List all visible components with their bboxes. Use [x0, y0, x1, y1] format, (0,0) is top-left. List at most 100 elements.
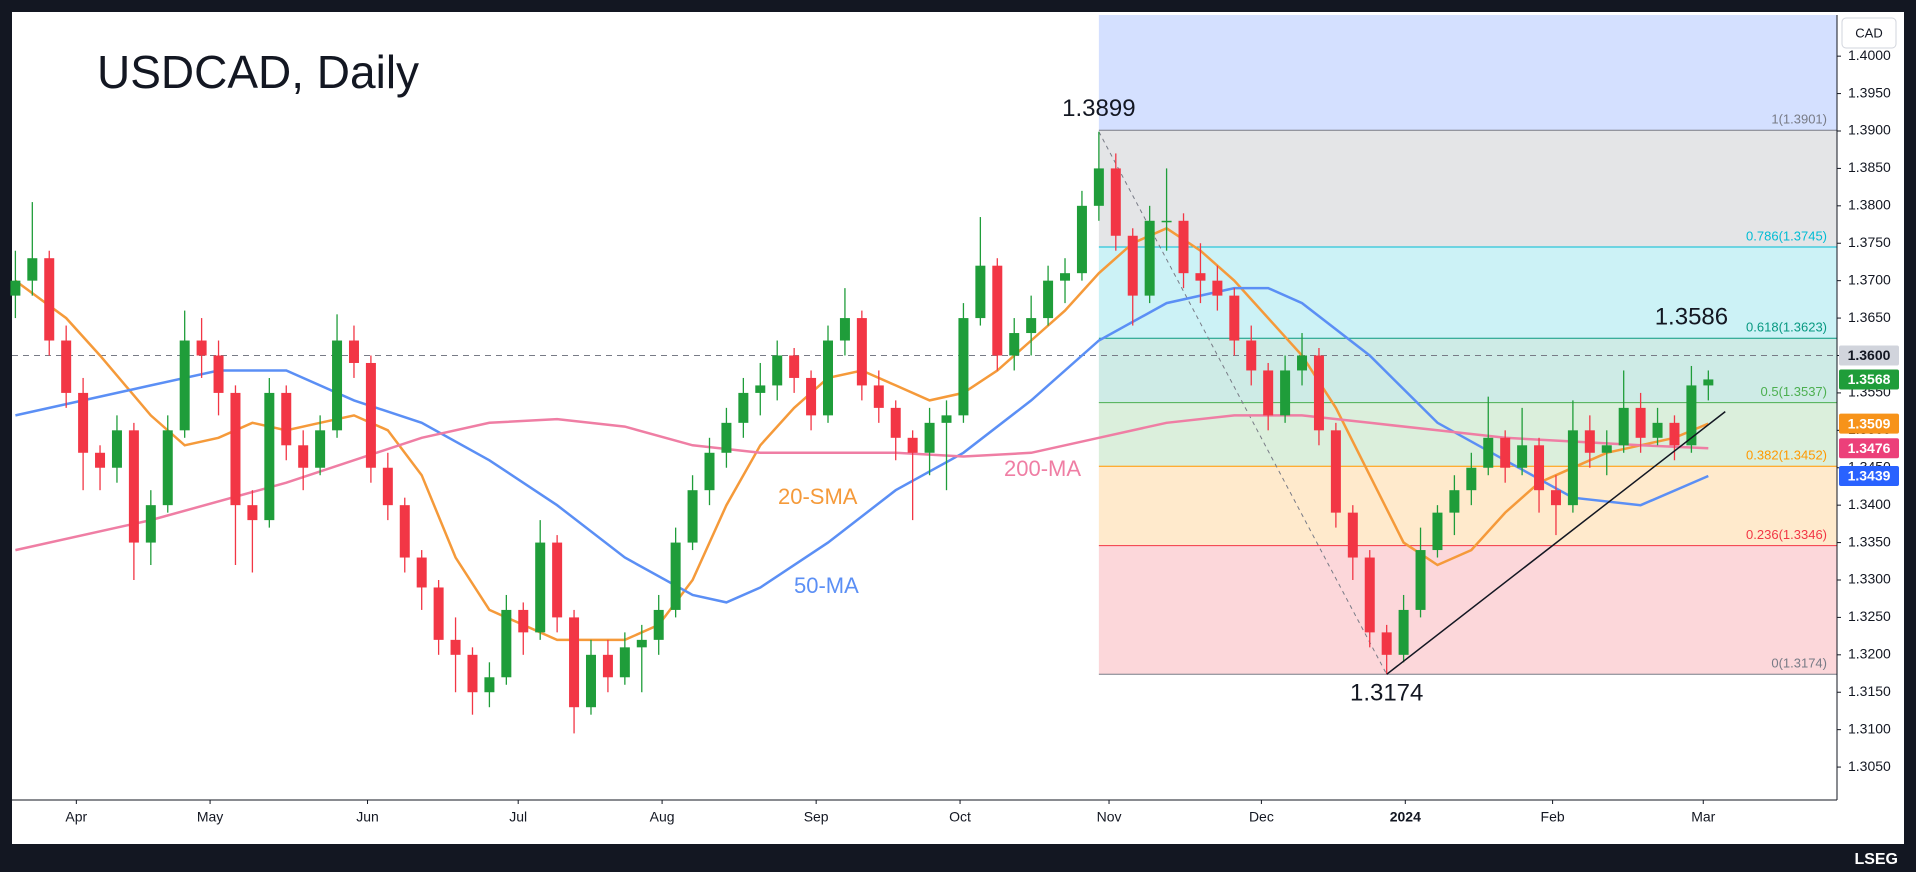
candle-body [1161, 220, 1172, 223]
x-tick-label: Feb [1541, 809, 1565, 825]
y-tick-label: 1.3750 [1848, 234, 1891, 250]
moving-average [15, 414, 1709, 552]
x-tick-label: Jun [356, 809, 379, 825]
candle-body [873, 385, 884, 408]
annotation: 1.3899 [1062, 95, 1135, 122]
fib-label: 0.236(1.3346) [1746, 527, 1827, 542]
candle-body [264, 392, 275, 521]
candle-body [552, 542, 563, 618]
candle-body [315, 430, 326, 468]
candle-body [1330, 430, 1341, 513]
candle-body [704, 452, 715, 491]
price-tag-label: 1.3600 [1848, 347, 1891, 363]
candle-body [10, 280, 21, 296]
candle-body [298, 445, 309, 468]
candle-body [1110, 168, 1121, 236]
candle-body [653, 609, 664, 640]
candle-body [1449, 490, 1460, 513]
candle-body [1043, 280, 1054, 319]
y-tick-label: 1.3250 [1848, 608, 1891, 624]
candle-body [958, 318, 969, 416]
candle-body [1517, 445, 1528, 468]
candle-body [975, 265, 986, 319]
y-tick-label: 1.3700 [1848, 271, 1891, 287]
x-tick-label: Oct [949, 809, 971, 825]
candle-body [1347, 512, 1358, 558]
candle-body [348, 340, 359, 363]
candle-body [1567, 430, 1578, 506]
candle-body [111, 430, 122, 468]
candle-body [1144, 220, 1155, 296]
candle-body [1534, 445, 1545, 491]
currency-label: CAD [1855, 25, 1882, 40]
price-tag-label: 1.3568 [1848, 371, 1891, 387]
y-tick-label: 1.3650 [1848, 309, 1891, 325]
candle-body [450, 639, 461, 655]
candle-body [924, 422, 935, 453]
y-tick-label: 1.3850 [1848, 159, 1891, 175]
y-tick-label: 1.3300 [1848, 571, 1891, 587]
x-tick-label: Aug [650, 809, 675, 825]
candle-body [1466, 467, 1477, 491]
candle-body [501, 609, 512, 678]
fib-zone [1098, 545, 1837, 675]
candle-body [738, 392, 749, 423]
source-logo: LSEG [1854, 851, 1898, 868]
fib-zone [1098, 15, 1837, 131]
y-tick-label: 1.3350 [1848, 533, 1891, 549]
candle-body [941, 415, 952, 423]
x-tick-label: Apr [65, 809, 87, 825]
candle-body [518, 609, 529, 633]
candle-body [1263, 370, 1274, 416]
candle-body [484, 677, 495, 693]
candle-body [128, 430, 139, 543]
candle-body [44, 258, 55, 341]
candle-body [1060, 273, 1071, 281]
candle-body [247, 505, 258, 521]
candle-body [1550, 490, 1561, 506]
y-tick-label: 1.3900 [1848, 122, 1891, 138]
y-tick-label: 1.4000 [1848, 47, 1891, 63]
candle-body [1500, 437, 1511, 468]
candle-body [569, 617, 580, 708]
currency-button[interactable] [1841, 17, 1897, 49]
candle-body [806, 377, 817, 416]
x-tick-label: Mar [1691, 809, 1715, 825]
fib-label: 0.786(1.3745) [1746, 228, 1827, 243]
series-label: 50-MA [794, 573, 859, 598]
series-label: 20-SMA [778, 484, 858, 509]
candle-body [1127, 235, 1138, 296]
annotation: 1.3174 [1350, 680, 1423, 707]
candle-body [687, 490, 698, 543]
candle-body [399, 505, 410, 558]
candle-body [1381, 632, 1392, 655]
candle-body [1229, 295, 1240, 341]
candle-body [602, 654, 613, 678]
fib-label: 0(1.3174) [1771, 656, 1827, 671]
candle-body [1178, 220, 1189, 274]
candle-body [1432, 512, 1443, 551]
price-tag-label: 1.3509 [1848, 415, 1891, 431]
candle-body [145, 505, 156, 543]
candle-body [365, 362, 376, 468]
candle-body [213, 355, 224, 393]
candle-body [856, 318, 867, 386]
candle-body [1584, 430, 1595, 453]
price-tag [1839, 369, 1899, 390]
candle-body [1703, 379, 1714, 386]
y-tick-label: 1.3050 [1848, 758, 1891, 774]
candle-body [332, 340, 343, 431]
candle-body [1398, 609, 1409, 655]
candle-body [1313, 355, 1324, 431]
fib-zone [1098, 338, 1837, 403]
candle-body [1415, 550, 1426, 610]
candle-body [585, 654, 596, 708]
candle-body [1026, 318, 1037, 334]
candle-body [890, 407, 901, 438]
candle-body [721, 422, 732, 453]
candle-body [433, 587, 444, 640]
candle-body [1093, 168, 1104, 206]
candle-body [27, 258, 38, 281]
price-tag [1839, 438, 1899, 459]
